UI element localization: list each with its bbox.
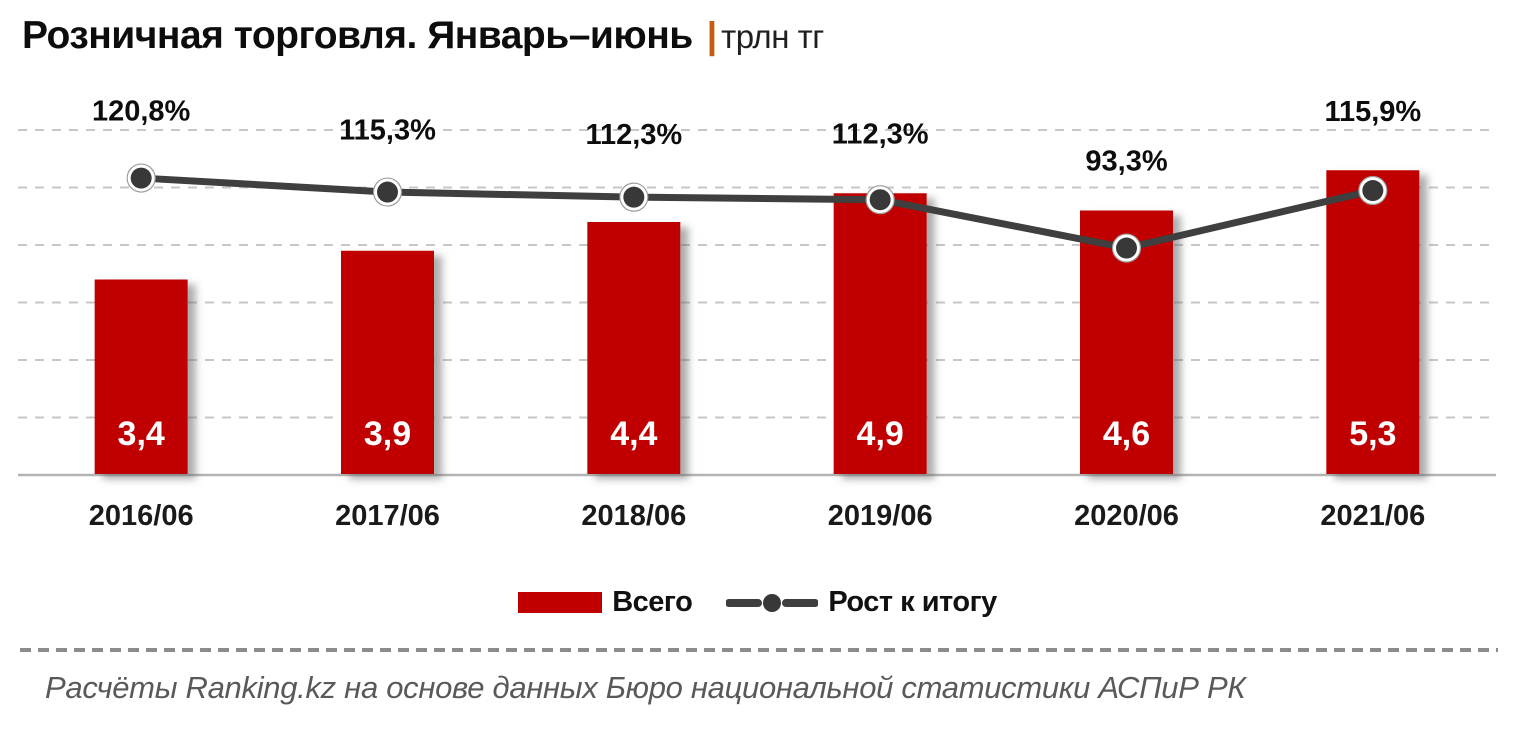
bar-value-label: 4,9 — [857, 415, 904, 453]
line-series — [126, 163, 1388, 263]
bar-2018/06 — [587, 222, 681, 474]
growth-value-label: 93,3% — [1085, 146, 1167, 178]
bar-series — [94, 170, 1420, 474]
line-series-swatch-icon — [726, 593, 819, 612]
chart-header: Розничная торговля. Январь–июнь | трлн т… — [22, 14, 824, 58]
bar-2019/06 — [833, 193, 927, 474]
bar-series-swatch-icon — [518, 592, 603, 613]
line-marker — [869, 189, 891, 211]
x-axis-label: 2021/06 — [1320, 500, 1425, 532]
line-marker — [623, 186, 645, 208]
bar-value-label: 3,9 — [364, 415, 411, 453]
legend-item-total: Всего — [518, 586, 693, 619]
line-marker — [1116, 237, 1137, 259]
growth-value-label: 112,3% — [585, 119, 682, 151]
x-axis-label: 2020/06 — [1074, 500, 1179, 532]
chart-labels: 3,4 3,9 4,4 4,9 4,6 5,3 120,8% 115,3% 112,3% 112,… — [89, 96, 1425, 532]
line-marker — [377, 181, 398, 203]
bar-2016/06 — [94, 279, 188, 474]
line-marker — [1362, 180, 1384, 202]
chart-title: Розничная торговля. Январь–июнь — [22, 14, 693, 57]
bar-2017/06 — [341, 250, 434, 474]
growth-value-label: 112,3% — [832, 118, 929, 150]
chart-legend: Всего Рост к итогу — [0, 586, 1515, 619]
legend-line-label: Рост к итогу — [828, 586, 997, 618]
growth-value-label: 120,8% — [92, 96, 191, 128]
chart-units: трлн тг — [721, 18, 824, 55]
footer-dashed-separator — [20, 648, 1498, 652]
bar-value-label: 3,4 — [118, 415, 165, 453]
x-axis-label: 2019/06 — [828, 500, 933, 532]
line-marker — [130, 167, 152, 189]
bar-2021/06 — [1326, 170, 1420, 474]
growth-trend-line — [137, 174, 1377, 252]
bar-value-label: 5,3 — [1349, 415, 1396, 453]
retail-trade-combo-chart: 3,4 3,9 4,4 4,9 4,6 5,3 120,8% 115,3% 112,3% 112,… — [18, 96, 1496, 532]
growth-value-label: 115,3% — [339, 115, 436, 147]
legend-item-growth: Рост к итогу — [726, 586, 997, 619]
bar-value-label: 4,4 — [610, 415, 657, 453]
growth-value-label: 115,9% — [1324, 96, 1421, 128]
source-note: Расчёты Ranking.kz на основе данных Бюро… — [45, 670, 1246, 705]
x-axis-label: 2016/06 — [89, 500, 194, 532]
x-axis-label: 2017/06 — [335, 500, 440, 532]
title-divider: | — [706, 15, 718, 56]
legend-bar-label: Всего — [612, 586, 693, 618]
gridlines — [18, 129, 1496, 477]
bar-value-label: 4,6 — [1103, 415, 1150, 453]
x-axis-label: 2018/06 — [581, 500, 686, 532]
